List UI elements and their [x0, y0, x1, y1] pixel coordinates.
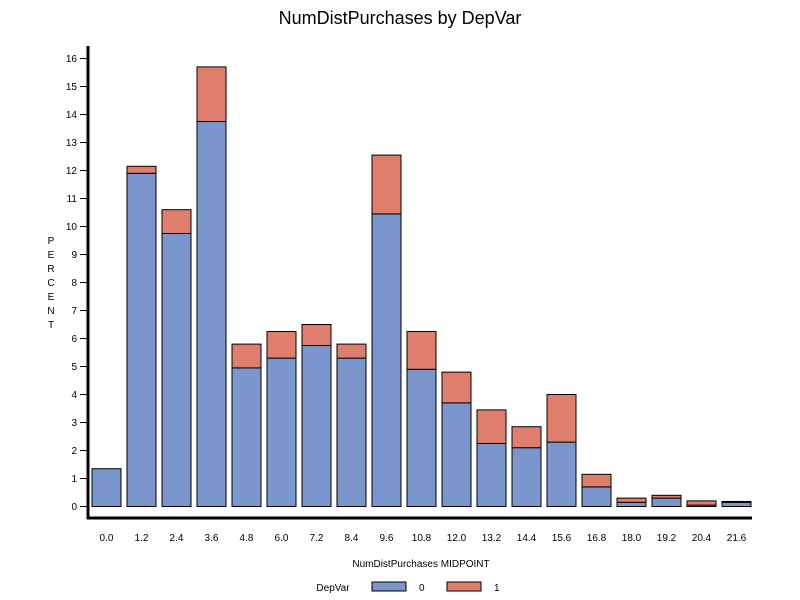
x-tick-label: 12.0	[447, 533, 467, 544]
bar-segment-0-0_0	[91, 468, 122, 508]
x-axis-label: NumDistPurchases MIDPOINT	[352, 559, 489, 570]
bar-segment-1-4_8	[231, 343, 262, 369]
bar-segment-1-2_4	[161, 209, 192, 234]
y-tick-label: 1	[71, 474, 77, 485]
y-tick-label: 7	[71, 306, 77, 317]
bar-segment-0-2_4	[161, 233, 192, 507]
bar-segment-0-14_4	[511, 447, 542, 508]
y-axis-label-letter: E	[48, 250, 55, 261]
bar-segment-0-13_2	[476, 443, 507, 507]
bar-segment-1-12_0	[441, 371, 472, 404]
bar-segment-0-1_2	[126, 172, 157, 508]
x-tick-label: 3.6	[205, 533, 219, 544]
x-tick-label: 8.4	[345, 533, 359, 544]
x-tick-label: 6.0	[275, 533, 289, 544]
bar-segment-1-18_0	[616, 497, 647, 503]
x-tick-label: 21.6	[727, 533, 747, 544]
legend-swatch-1	[446, 581, 482, 592]
y-tick-label: 15	[66, 82, 78, 93]
bar-segment-0-8_4	[336, 357, 367, 507]
x-tick-label: 10.8	[412, 533, 432, 544]
x-tick-label: 19.2	[657, 533, 677, 544]
y-tick-label: 3	[71, 418, 77, 429]
chart-title: NumDistPurchases by DepVar	[279, 8, 522, 28]
x-tick-label: 20.4	[692, 533, 712, 544]
bar-segment-1-19_2	[651, 494, 682, 499]
legend: DepVar 0 1	[316, 581, 500, 594]
y-tick-label: 5	[71, 362, 77, 373]
x-tick-label: 15.6	[552, 533, 572, 544]
bar-segment-0-12_0	[441, 402, 472, 507]
bars	[91, 66, 752, 508]
bar-segment-1-3_6	[196, 66, 227, 122]
bar-segment-0-19_2	[651, 497, 682, 508]
bar-segment-0-7_2	[301, 345, 332, 507]
bar-segment-0-4_8	[231, 367, 262, 507]
bar-segment-0-10_8	[406, 368, 437, 507]
y-axis-label-letter: C	[47, 278, 54, 289]
legend-label-1: 1	[494, 583, 500, 594]
x-tick-label: 14.4	[517, 533, 537, 544]
y-tick-label: 6	[71, 334, 77, 345]
x-tick-label: 9.6	[380, 533, 394, 544]
y-tick-label: 14	[66, 110, 78, 121]
bar-segment-0-6_0	[266, 357, 297, 507]
bar-segment-1-6_0	[266, 331, 297, 359]
bar-segment-0-16_8	[581, 486, 612, 507]
x-tick-labels: 0.0 1.2 2.4 3.6 4.8 6.0 7.2 8.4 9.6 10.8 12.0 13.2 1…	[100, 533, 747, 544]
x-tick-label: 4.8	[240, 533, 254, 544]
x-tick-label: 16.8	[587, 533, 607, 544]
legend-label-0: 0	[419, 583, 425, 594]
y-tick-label: 9	[71, 250, 77, 261]
bar-segment-0-21_6	[721, 501, 752, 507]
bar-segment-1-20_4	[686, 500, 717, 506]
x-tick-label: 13.2	[482, 533, 502, 544]
x-tick-label: 7.2	[310, 533, 324, 544]
bar-segment-1-8_4	[336, 343, 367, 359]
y-tick-label: 2	[71, 446, 77, 457]
y-tick-label: 4	[71, 390, 77, 401]
y-tick-label: 0	[71, 502, 77, 513]
x-tick-label: 18.0	[622, 533, 642, 544]
y-tick-label: 12	[66, 166, 78, 177]
y-axis-label-letter: R	[47, 264, 54, 275]
y-tick-label: 16	[66, 54, 78, 65]
bar-segment-1-15_6	[546, 394, 577, 443]
y-tick-label: 8	[71, 278, 77, 289]
bar-segment-1-16_8	[581, 473, 612, 488]
bar-segment-0-15_6	[546, 441, 577, 508]
bar-segment-1-1_2	[126, 165, 157, 174]
legend-swatch-0	[371, 581, 407, 592]
y-tick-label: 10	[66, 222, 78, 233]
x-tick-label: 0.0	[100, 533, 114, 544]
bar-segment-1-10_8	[406, 331, 437, 370]
bar-segment-1-14_4	[511, 426, 542, 449]
x-tick-label: 1.2	[135, 533, 149, 544]
y-axis-label-letter: N	[47, 306, 54, 317]
bar-segment-1-9_6	[371, 154, 402, 215]
bar-segment-1-21_6	[721, 500, 752, 503]
y-tick-label: 13	[66, 138, 78, 149]
y-tick-label: 11	[67, 194, 78, 205]
x-tick-label: 2.4	[170, 533, 184, 544]
bar-segment-1-7_2	[301, 324, 332, 346]
bar-segment-1-13_2	[476, 409, 507, 444]
bar-segment-0-3_6	[196, 121, 227, 507]
bar-segment-0-9_6	[371, 213, 402, 507]
legend-title: DepVar	[316, 583, 350, 594]
y-axis-label-letter: E	[48, 292, 55, 303]
y-axis-label-letter: P	[48, 236, 55, 247]
y-axis-label-letter: T	[48, 320, 54, 331]
bar-segment-0-18_0	[616, 501, 647, 507]
